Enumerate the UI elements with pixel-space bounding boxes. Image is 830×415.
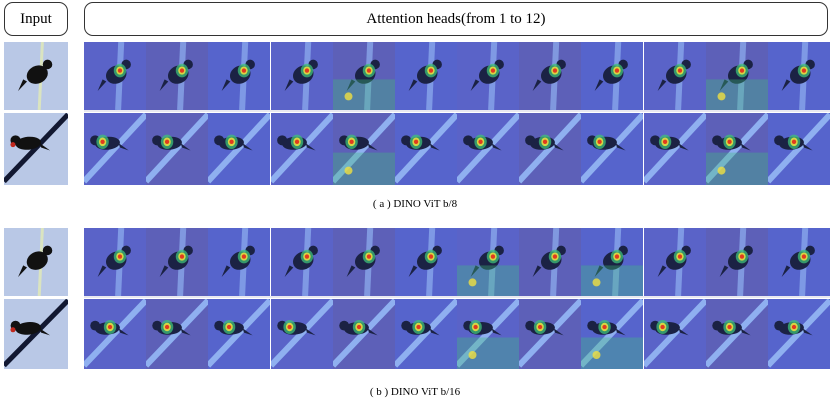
attention-map-b-row2-head-11 <box>706 299 768 369</box>
panel-a-caption: ( a ) DINO ViT b/8 <box>372 198 458 210</box>
attention-map-b-row2-head-4 <box>271 299 333 369</box>
attention-map-a-row2-head-6 <box>395 113 457 185</box>
attention-map-b-row1-head-11 <box>706 228 768 296</box>
attention-map-b-row1-head-4 <box>271 228 333 296</box>
panel-b-caption: ( b ) DINO ViT b/16 <box>369 386 461 398</box>
attention-map-a-row2-head-12 <box>768 113 830 185</box>
attention-map-b-row2-head-7 <box>457 299 519 369</box>
attention-map-b-row2-head-9 <box>581 299 643 369</box>
attention-map-a-row1-head-5 <box>333 42 395 110</box>
attention-map-a-row2-head-9 <box>581 113 643 185</box>
attention-map-b-row1-head-10 <box>644 228 706 296</box>
attention-map-a-row1-head-4 <box>271 42 333 110</box>
attention-map-a-row1-head-11 <box>706 42 768 110</box>
attention-map-a-row2-head-7 <box>457 113 519 185</box>
attention-map-b-row1-head-5 <box>333 228 395 296</box>
attention-map-b-row1-head-12 <box>768 228 830 296</box>
attention-map-a-row2-head-2 <box>146 113 208 185</box>
attention-map-b-row2-head-6 <box>395 299 457 369</box>
attention-map-a-row1-head-12 <box>768 42 830 110</box>
attention-map-b-row2-head-10 <box>644 299 706 369</box>
attention-map-b-row1-head-6 <box>395 228 457 296</box>
row-divider-a <box>84 110 830 112</box>
attention-map-b-row2-head-3 <box>208 299 270 369</box>
attention-map-a-row2-head-8 <box>519 113 581 185</box>
attention-map-a-row2-head-5 <box>333 113 395 185</box>
attention-map-a-row1-head-9 <box>581 42 643 110</box>
attention-map-a-row2-head-10 <box>644 113 706 185</box>
attention-map-a-row1-head-10 <box>644 42 706 110</box>
attention-map-b-row2-head-1 <box>84 299 146 369</box>
input-header-label: Input <box>20 10 52 27</box>
attention-map-a-row1-head-7 <box>457 42 519 110</box>
attention-map-a-row1-head-8 <box>519 42 581 110</box>
attention-heads-header: Attention heads(from 1 to 12) <box>84 2 828 36</box>
attention-map-a-row1-head-2 <box>146 42 208 110</box>
input-image-b-1 <box>4 228 68 296</box>
attention-map-b-row1-head-2 <box>146 228 208 296</box>
attention-heads-header-label: Attention heads(from 1 to 12) <box>366 10 546 27</box>
attention-map-a-row2-head-11 <box>706 113 768 185</box>
input-image-a-2 <box>4 113 68 185</box>
row-divider-b <box>84 296 830 298</box>
attention-map-a-row2-head-4 <box>271 113 333 185</box>
input-image-a-1 <box>4 42 68 110</box>
attention-map-a-row2-head-1 <box>84 113 146 185</box>
attention-map-b-row2-head-12 <box>768 299 830 369</box>
attention-map-b-row1-head-9 <box>581 228 643 296</box>
attention-map-b-row2-head-5 <box>333 299 395 369</box>
attention-map-b-row1-head-1 <box>84 228 146 296</box>
attention-map-b-row2-head-8 <box>519 299 581 369</box>
input-header: Input <box>4 2 68 36</box>
input-image-b-2 <box>4 299 68 369</box>
attention-map-a-row1-head-1 <box>84 42 146 110</box>
attention-map-a-row2-head-3 <box>208 113 270 185</box>
attention-map-b-row1-head-7 <box>457 228 519 296</box>
attention-map-b-row1-head-3 <box>208 228 270 296</box>
attention-map-b-row1-head-8 <box>519 228 581 296</box>
attention-map-b-row2-head-2 <box>146 299 208 369</box>
attention-map-a-row1-head-3 <box>208 42 270 110</box>
attention-map-a-row1-head-6 <box>395 42 457 110</box>
